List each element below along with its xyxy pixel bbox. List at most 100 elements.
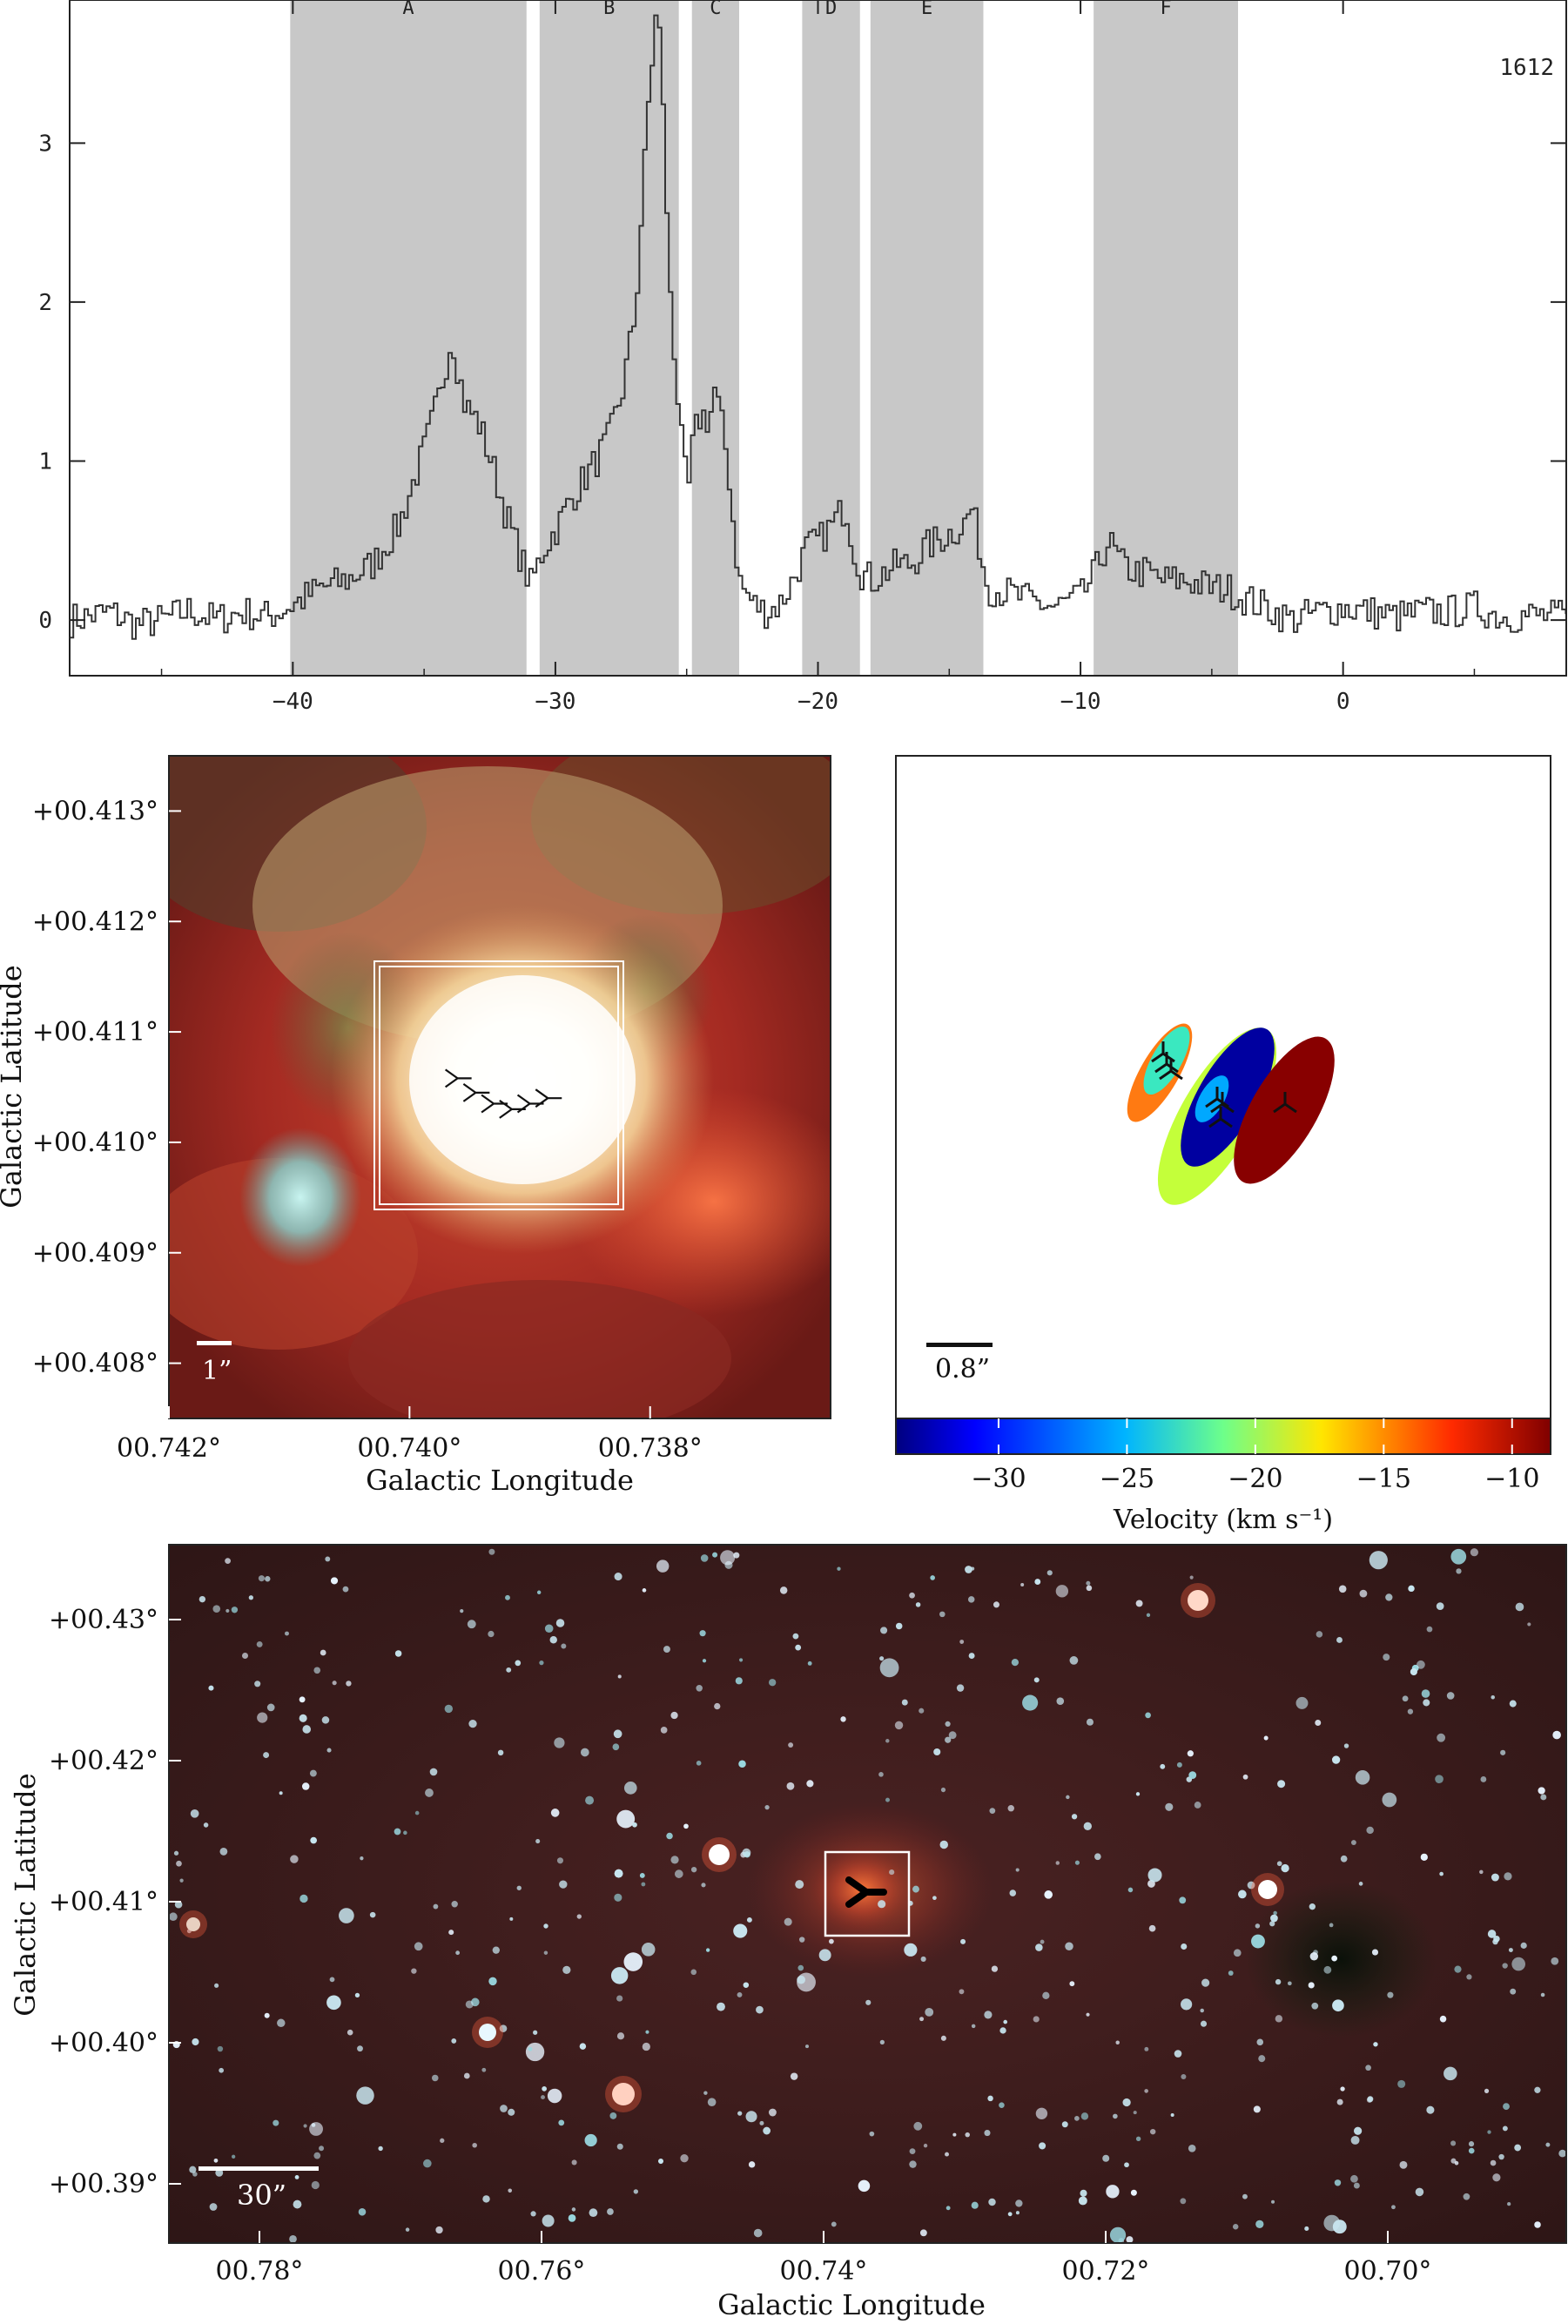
star xyxy=(786,1782,795,1790)
star xyxy=(279,1791,283,1795)
star xyxy=(1007,2212,1013,2217)
star xyxy=(984,2011,993,2019)
x-tick-label: 00.76° xyxy=(498,2256,586,2287)
star xyxy=(1011,1658,1020,1667)
velocity-regions xyxy=(290,0,1239,676)
star xyxy=(1509,1700,1517,1708)
star xyxy=(169,1912,178,1922)
star xyxy=(940,1787,946,1793)
y-tick-label: +00.39° xyxy=(49,2169,158,2199)
star xyxy=(1435,1775,1444,1784)
star xyxy=(1436,1602,1444,1610)
bright-star xyxy=(1258,1880,1277,1899)
star xyxy=(878,1772,884,1777)
star xyxy=(912,1885,919,1893)
star xyxy=(1179,1896,1187,1904)
star xyxy=(173,1850,179,1856)
star xyxy=(1275,2015,1283,2023)
star xyxy=(1061,2121,1068,2128)
star xyxy=(1269,1921,1275,1927)
star xyxy=(1275,1978,1282,1985)
star xyxy=(339,1908,354,1923)
maser-marker xyxy=(535,1088,562,1108)
star xyxy=(690,1969,697,1976)
star xyxy=(1498,2153,1504,2160)
star xyxy=(208,1685,214,1691)
star xyxy=(309,2122,323,2136)
star xyxy=(1490,2159,1497,2166)
star xyxy=(273,2119,279,2126)
star xyxy=(525,2042,545,2062)
star xyxy=(1046,1570,1053,1576)
star xyxy=(1295,1696,1309,1709)
star xyxy=(369,1911,376,1918)
y-tick-label: +00.411° xyxy=(32,1017,158,1047)
star xyxy=(325,1556,331,1562)
star xyxy=(263,1752,270,1759)
y-tick-label: +00.41° xyxy=(49,1887,158,1917)
star xyxy=(797,1964,804,1971)
star xyxy=(705,1948,710,1952)
star xyxy=(1238,1890,1247,1899)
bright-star xyxy=(186,1917,200,1931)
star xyxy=(1181,1998,1193,2011)
star xyxy=(357,2045,363,2052)
maser-markers xyxy=(444,1068,562,1119)
wide-image-panel: 30” 00.78° 00.76° 00.74° 00.72° 00.70° +00.43… xyxy=(9,1544,1567,2321)
star xyxy=(203,1822,209,1828)
star xyxy=(1502,1963,1508,1969)
star xyxy=(225,1608,230,1613)
star xyxy=(737,2111,743,2116)
star xyxy=(1470,1548,1478,1557)
star xyxy=(1540,1794,1547,1801)
star xyxy=(717,2002,725,2011)
star xyxy=(293,2199,302,2209)
star xyxy=(1308,1982,1315,1989)
star xyxy=(299,1714,307,1722)
star xyxy=(448,1930,454,1936)
star xyxy=(358,2207,367,2216)
star xyxy=(1350,2174,1358,2183)
star xyxy=(1371,1949,1379,1956)
star xyxy=(968,1653,975,1660)
star xyxy=(414,1810,420,1815)
star xyxy=(1502,2125,1508,2132)
star xyxy=(1080,2112,1089,2120)
star xyxy=(909,1592,915,1599)
star xyxy=(1255,2220,1264,2228)
y-tick-label: +00.40° xyxy=(49,2028,158,2058)
star xyxy=(303,2124,307,2128)
star xyxy=(1194,1802,1201,1809)
star xyxy=(919,2017,925,2022)
x-tick-label: −40 xyxy=(273,689,313,715)
star xyxy=(1200,2008,1204,2013)
star xyxy=(1359,1589,1368,1598)
star xyxy=(707,2098,717,2107)
star xyxy=(1336,1637,1343,1643)
star xyxy=(1450,2140,1457,2146)
star xyxy=(1040,1939,1045,1944)
star xyxy=(1065,1942,1073,1951)
star xyxy=(505,1594,510,1600)
spot-markers xyxy=(1151,1041,1297,1128)
star xyxy=(460,1608,464,1613)
star xyxy=(174,1900,183,1909)
star xyxy=(1387,1991,1394,1998)
star xyxy=(878,1900,886,1909)
star xyxy=(1527,1622,1531,1627)
star xyxy=(746,1916,752,1923)
star xyxy=(641,1943,656,1957)
star xyxy=(1281,1863,1289,1873)
bright-star xyxy=(709,1844,730,1865)
star xyxy=(804,2044,810,2049)
star xyxy=(1332,1999,1344,2012)
star xyxy=(321,1716,330,1724)
star xyxy=(930,1575,935,1580)
star xyxy=(1034,1579,1041,1586)
zoom-image-panel: 1” 00.742° 00.740° 00.738° +00.413° +00.412°… xyxy=(0,755,831,1497)
star xyxy=(971,2201,979,2209)
star xyxy=(1148,1924,1156,1932)
star xyxy=(610,1967,629,1984)
star xyxy=(1510,1988,1517,1995)
star xyxy=(444,1704,454,1714)
